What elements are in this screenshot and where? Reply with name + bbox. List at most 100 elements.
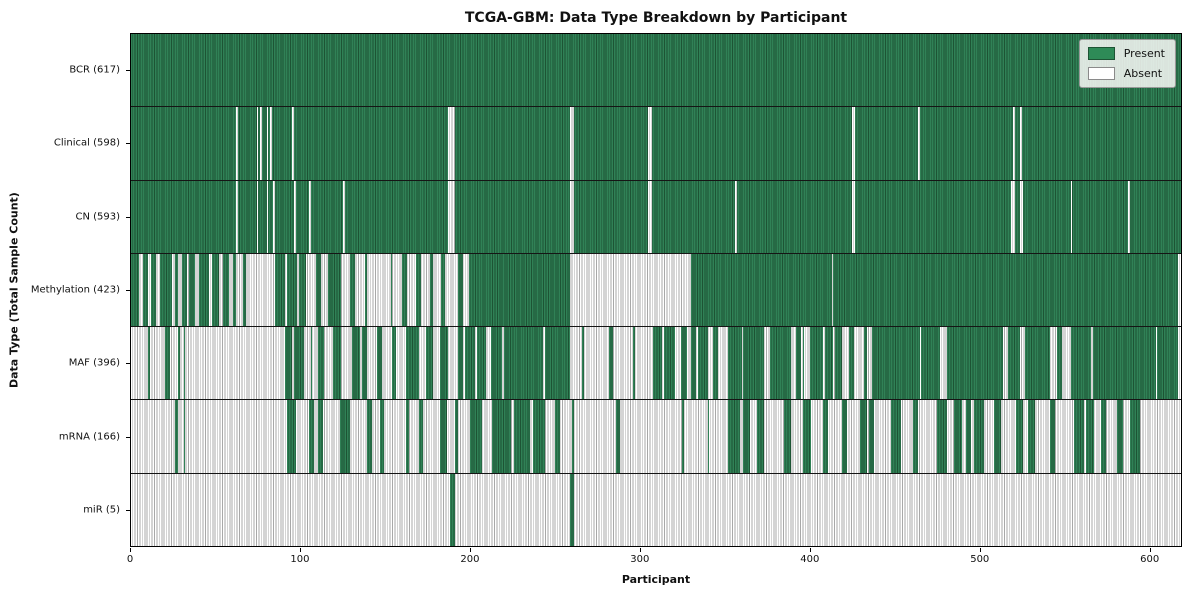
present-span bbox=[490, 327, 503, 400]
present-span bbox=[151, 253, 157, 327]
present-span bbox=[743, 327, 764, 400]
present-span bbox=[415, 253, 422, 327]
present-span bbox=[994, 400, 1002, 473]
legend-entry-present: Present bbox=[1087, 47, 1165, 60]
present-span bbox=[285, 327, 293, 400]
present-span bbox=[458, 327, 464, 400]
x-ticklabel-600: 600 bbox=[1140, 554, 1160, 565]
absent-span bbox=[851, 107, 856, 180]
present-span bbox=[188, 253, 196, 327]
row-clinical bbox=[131, 107, 1181, 181]
present-span bbox=[633, 327, 635, 400]
x-tickmark bbox=[1149, 548, 1151, 552]
present-span bbox=[402, 253, 408, 327]
absent-span bbox=[273, 180, 276, 253]
y-ticklabel-bcr: BCR (617) bbox=[69, 64, 120, 76]
absent-span bbox=[734, 180, 737, 253]
present-span bbox=[582, 327, 584, 400]
present-span bbox=[802, 327, 805, 400]
present-span bbox=[616, 400, 620, 473]
present-span bbox=[159, 253, 172, 327]
present-span bbox=[690, 327, 696, 400]
present-span bbox=[275, 253, 286, 327]
present-span bbox=[533, 400, 545, 473]
y-tickmark bbox=[126, 216, 130, 218]
present-span bbox=[242, 253, 247, 327]
x-ticklabel-300: 300 bbox=[630, 554, 650, 565]
present-span bbox=[439, 400, 447, 473]
present-span bbox=[310, 327, 313, 400]
absent-span bbox=[570, 180, 574, 253]
absent-span bbox=[292, 107, 294, 180]
present-span bbox=[470, 400, 483, 473]
present-span bbox=[1007, 327, 1020, 400]
present-span bbox=[712, 327, 718, 400]
present-span bbox=[492, 400, 511, 473]
present-span bbox=[770, 327, 791, 400]
present-span bbox=[390, 253, 393, 327]
absent-span bbox=[266, 107, 269, 180]
present-span bbox=[1028, 400, 1036, 473]
row-cn bbox=[131, 180, 1181, 254]
absent-span bbox=[648, 180, 652, 253]
present-span bbox=[802, 400, 812, 473]
absent-span bbox=[918, 107, 920, 180]
present-span bbox=[1050, 400, 1056, 473]
present-span bbox=[361, 327, 367, 400]
x-ticklabel-0: 0 bbox=[126, 554, 134, 565]
present-span bbox=[376, 327, 383, 400]
absent-span bbox=[448, 180, 455, 253]
absent-span bbox=[1128, 180, 1131, 253]
present-span bbox=[339, 400, 350, 473]
present-span bbox=[680, 327, 688, 400]
present-span bbox=[848, 327, 854, 400]
present-span bbox=[175, 400, 179, 473]
present-span bbox=[504, 327, 544, 400]
present-span bbox=[327, 253, 342, 327]
present-span bbox=[164, 327, 170, 400]
plot-area bbox=[130, 33, 1182, 547]
present-span bbox=[351, 327, 360, 400]
present-span bbox=[212, 253, 220, 327]
present-span bbox=[682, 400, 684, 473]
present-span bbox=[690, 253, 832, 327]
present-span bbox=[468, 253, 571, 327]
present-span bbox=[309, 400, 315, 473]
row-mir bbox=[131, 473, 1181, 546]
present-span bbox=[833, 253, 1178, 327]
present-span bbox=[1157, 327, 1178, 400]
legend-entry-absent: Absent bbox=[1087, 67, 1165, 80]
present-span bbox=[183, 400, 186, 473]
row-methylation bbox=[131, 253, 1181, 328]
present-span bbox=[890, 400, 902, 473]
present-span bbox=[449, 473, 455, 546]
present-span bbox=[426, 327, 433, 400]
present-span bbox=[570, 473, 574, 546]
present-span bbox=[131, 253, 140, 327]
present-span bbox=[863, 327, 868, 400]
present-span bbox=[1024, 327, 1051, 400]
x-ticklabel-200: 200 bbox=[460, 554, 480, 565]
absent-span bbox=[236, 180, 238, 253]
present-span bbox=[175, 253, 179, 327]
present-span bbox=[232, 253, 237, 327]
absent-span bbox=[270, 107, 272, 180]
absent-span bbox=[266, 180, 269, 253]
absent-span bbox=[236, 107, 238, 180]
present-span bbox=[953, 400, 963, 473]
y-ticklabel-methylation: Methylation (423) bbox=[30, 284, 120, 296]
present-span bbox=[198, 253, 210, 327]
present-span bbox=[222, 253, 230, 327]
present-span bbox=[147, 327, 150, 400]
present-span bbox=[392, 327, 396, 400]
present-span bbox=[293, 327, 304, 400]
absent-span bbox=[259, 107, 262, 180]
present-span bbox=[572, 400, 574, 473]
present-span bbox=[965, 400, 971, 473]
y-ticklabel-maf: MAF (396) bbox=[68, 357, 120, 369]
present-span bbox=[142, 253, 148, 327]
present-span bbox=[349, 253, 355, 327]
x-tickmark bbox=[299, 548, 301, 552]
present-span bbox=[974, 400, 985, 473]
